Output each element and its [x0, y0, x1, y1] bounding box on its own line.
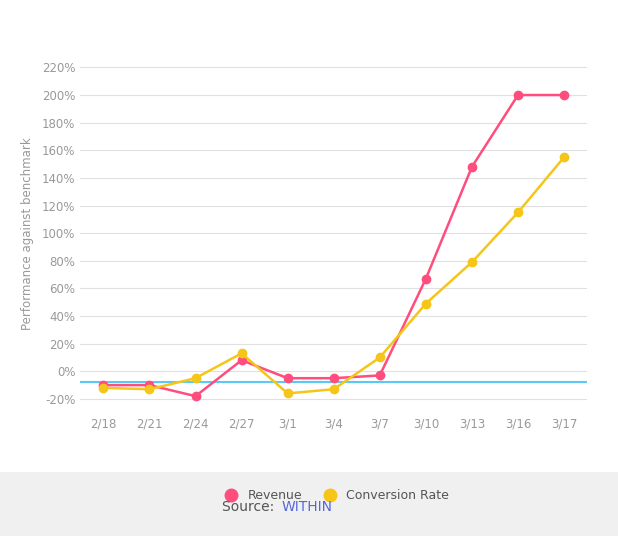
Legend: Revenue, Conversion Rate: Revenue, Conversion Rate	[214, 484, 454, 507]
Y-axis label: Performance against benchmark: Performance against benchmark	[20, 137, 33, 330]
Text: WITHIN: WITHIN	[281, 500, 332, 513]
Text: Source:: Source:	[222, 500, 279, 513]
